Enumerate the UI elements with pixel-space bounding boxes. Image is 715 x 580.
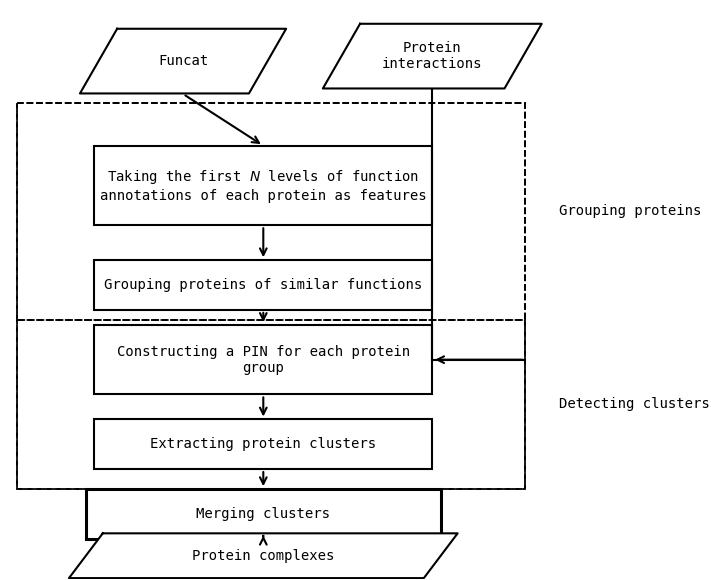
Text: Protein complexes: Protein complexes — [192, 549, 335, 563]
Text: Funcat: Funcat — [158, 54, 208, 68]
Text: Constructing a PIN for each protein
group: Constructing a PIN for each protein grou… — [117, 345, 410, 375]
Text: Protein
interactions: Protein interactions — [382, 41, 483, 71]
Bar — [16, 320, 526, 489]
Polygon shape — [80, 29, 286, 93]
Text: Extracting protein clusters: Extracting protein clusters — [150, 437, 376, 451]
Text: Detecting clusters: Detecting clusters — [559, 397, 710, 411]
Bar — [94, 325, 433, 394]
Text: Grouping proteins: Grouping proteins — [559, 204, 701, 219]
Text: Taking the first $N$ levels of function
annotations of each protein as features: Taking the first $N$ levels of function … — [100, 168, 427, 202]
Bar — [16, 103, 526, 489]
Polygon shape — [323, 24, 542, 89]
Bar — [94, 260, 433, 310]
Bar — [94, 146, 433, 225]
Bar — [16, 103, 526, 320]
Polygon shape — [69, 534, 458, 578]
Bar — [94, 419, 433, 469]
Text: Merging clusters: Merging clusters — [197, 507, 330, 521]
Text: Grouping proteins of similar functions: Grouping proteins of similar functions — [104, 278, 423, 292]
Bar — [86, 489, 440, 539]
